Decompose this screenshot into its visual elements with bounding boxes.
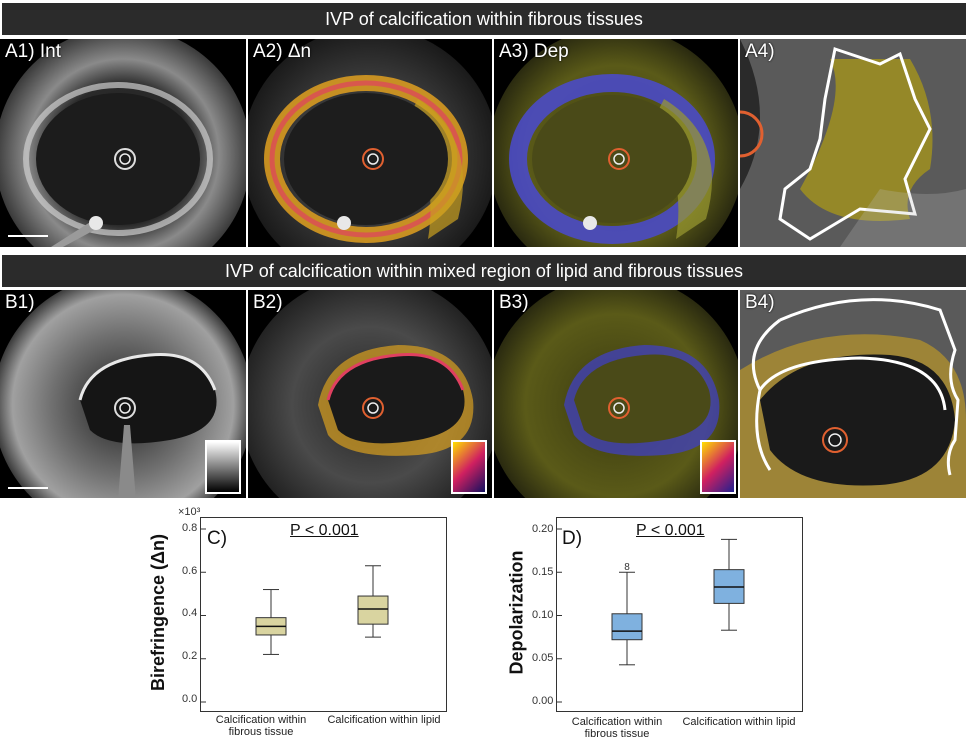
chart-c-plot <box>201 528 389 703</box>
chart-d-category-0: Calcification within fibrous tissue <box>571 716 663 740</box>
chart-c-tick-0.4: 0.4 <box>182 607 198 619</box>
banner-a-title: IVP of calcification within fibrous tiss… <box>325 8 643 29</box>
panel-b4-image <box>740 290 966 498</box>
panel-b1: B1) <box>0 290 246 498</box>
chart-d-tick-0.20: 0.20 <box>532 523 554 535</box>
banner-b-title: IVP of calcification within mixed region… <box>225 260 743 281</box>
chart-c-category-1: Calcification within lipid <box>327 714 441 726</box>
panel-b3-image <box>494 290 738 498</box>
chart-c-category-0: Calcification within fibrous tissue <box>215 714 307 738</box>
chart-d-tick-0.05: 0.05 <box>532 652 554 664</box>
chart-d-ylabel: Depolarization <box>506 550 527 675</box>
chart-d-tick-0.15: 0.15 <box>532 566 554 578</box>
row-a: A1) Int A2) Δn <box>0 39 968 247</box>
chart-d-letter: D) <box>562 528 583 549</box>
panel-b2-label: B2) <box>253 292 283 313</box>
outlier-label-0: 8 <box>624 562 630 573</box>
panel-b4: B4) <box>740 290 966 498</box>
chart-c-multiplier: ×10³ <box>178 506 201 518</box>
banner-a: IVP of calcification within fibrous tiss… <box>2 3 966 35</box>
panel-a1-label: A1) Int <box>5 41 61 62</box>
colorbar-depolarization <box>700 440 736 494</box>
panel-a4-image <box>740 39 966 247</box>
scale-bar-a <box>8 235 48 237</box>
chart-c-tick-0.6: 0.6 <box>182 565 198 577</box>
chart-c-pvalue: P < 0.001 <box>290 522 359 539</box>
box-1-iqr <box>357 595 389 625</box>
chart-d-tick-0.00: 0.00 <box>532 695 554 707</box>
scale-bar-b <box>8 487 48 489</box>
panel-a1: A1) Int <box>0 39 246 247</box>
chart-d: 8 <box>556 517 803 712</box>
panel-b4-label: B4) <box>745 292 775 313</box>
chart-c-letter: C) <box>207 528 228 549</box>
chart-d-tick-0.10: 0.10 <box>532 609 554 621</box>
panel-a4-label: A4) <box>745 41 775 62</box>
colorbar-birefringence <box>451 440 487 494</box>
panel-b2: B2) <box>248 290 492 498</box>
panel-b3-label: B3) <box>499 292 529 313</box>
chart-d-plot: 8 <box>557 528 745 703</box>
panel-a4: A4) <box>740 39 966 247</box>
colorbar-intensity <box>205 440 241 494</box>
chart-c-tick-0.2: 0.2 <box>182 650 198 662</box>
box-0-iqr <box>611 613 643 641</box>
panel-a3: A3) Dep <box>494 39 738 247</box>
chart-d-category-1: Calcification within lipid <box>682 716 796 728</box>
panel-b1-label: B1) <box>5 292 35 313</box>
panel-a2-label: A2) Δn <box>253 41 312 62</box>
chart-c-tick-0.8: 0.8 <box>182 522 198 534</box>
chart-c-ylabel: Birefringence (Δn) <box>147 534 168 691</box>
panel-b3: B3) <box>494 290 738 498</box>
panel-a2: A2) Δn <box>248 39 492 247</box>
chart-c-tick-0.0: 0.0 <box>182 693 198 705</box>
panel-a2-image <box>248 39 492 247</box>
panel-b1-image <box>0 290 246 498</box>
chart-d-pvalue: P < 0.001 <box>636 522 705 539</box>
row-b: B1) B2) <box>0 290 968 498</box>
banner-b: IVP of calcification within mixed region… <box>2 255 966 287</box>
panel-b2-image <box>248 290 492 498</box>
panel-a3-image <box>494 39 738 247</box>
panel-a3-label: A3) Dep <box>499 41 569 62</box>
chart-c <box>200 517 447 712</box>
panel-a1-image <box>0 39 246 247</box>
